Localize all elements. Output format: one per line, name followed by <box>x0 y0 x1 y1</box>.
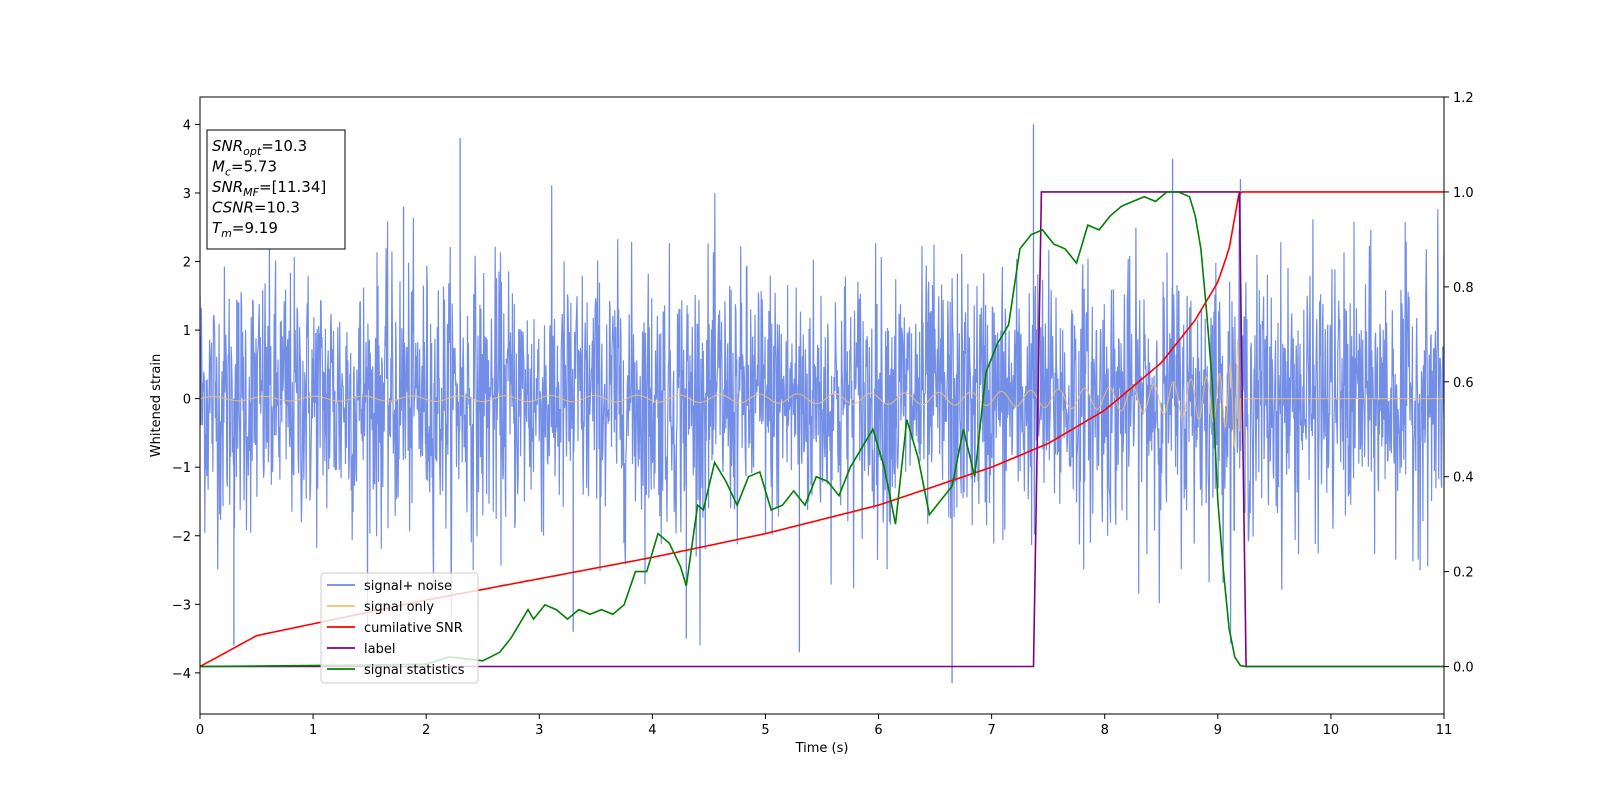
annotation-line: Mc=5.73 <box>212 158 277 179</box>
annotation-frame <box>206 129 346 250</box>
series-signal-only <box>200 338 1444 449</box>
annotation-line: SNRopt=10.3 <box>212 137 307 158</box>
x-tick-label: 0 <box>196 723 204 738</box>
y-tick-label: 3 <box>183 187 191 202</box>
y-tick-label: −3 <box>172 598 191 613</box>
y-axis-label: Whitened strain <box>149 354 164 457</box>
y-tick-label: 1 <box>183 324 191 339</box>
y2-tick-label: 1.0 <box>1453 186 1474 201</box>
y2-tick-label: 0.4 <box>1453 471 1474 486</box>
y2-tick-label: 0.0 <box>1453 661 1474 676</box>
annotation-line: CSNR=10.3 <box>212 199 300 217</box>
y-tick-label: −2 <box>172 530 191 545</box>
x-tick-label: 6 <box>874 723 882 738</box>
x-tick-label: 9 <box>1214 723 1222 738</box>
y-tick-label: −1 <box>172 461 191 476</box>
x-tick-label: 2 <box>422 723 430 738</box>
series-signal-statistics <box>199 191 1444 668</box>
signal-noise-trace <box>200 185 1444 646</box>
legend-label: signal statistics <box>364 663 465 678</box>
x-tick-label: 4 <box>648 723 656 738</box>
x-axis-label: Time (s) <box>795 741 849 756</box>
y2-tick-label: 0.8 <box>1453 281 1474 296</box>
legend-label: label <box>364 642 395 657</box>
x-tick-label: 11 <box>1436 723 1453 738</box>
legend-label: signal only <box>364 600 434 615</box>
x-tick-label: 1 <box>309 723 317 738</box>
annotation-line: SNRMF=[11.34] <box>212 178 326 199</box>
axes: 0 1 2 3 4 5 6 7 8 9 10 1143210−1−2−3−41.21.00.80.60… <box>172 91 1474 738</box>
annotation-line: Tm=9.19 <box>212 219 278 240</box>
y-tick-label: 2 <box>183 256 191 271</box>
plot-frame <box>199 96 1445 715</box>
y2-tick-label: 0.6 <box>1453 376 1474 391</box>
x-tick-label: 7 <box>987 723 995 738</box>
y-tick-label: 0 <box>183 393 191 408</box>
series-signal-noise <box>200 124 1444 684</box>
signal-only-trace <box>200 338 1444 449</box>
x-tick-label: 8 <box>1101 723 1109 738</box>
annotation-box: SNRopt=10.3Mc=5.73SNRMF=[11.34]CSNR=10.3… <box>206 129 346 250</box>
y2-tick-label: 0.2 <box>1453 566 1474 581</box>
legend-label: cumilative SNR <box>364 621 463 636</box>
x-tick-label: 3 <box>535 723 543 738</box>
legend-label: signal+ noise <box>364 579 452 594</box>
y-tick-label: 4 <box>183 118 191 133</box>
x-tick-label: 10 <box>1323 723 1340 738</box>
legend: signal+ noise signal only cumilative SNR la… <box>320 572 479 684</box>
y2-tick-label: 1.2 <box>1453 91 1474 106</box>
legend-frame <box>320 572 479 684</box>
y-tick-label: −4 <box>172 667 191 682</box>
x-tick-label: 5 <box>761 723 769 738</box>
